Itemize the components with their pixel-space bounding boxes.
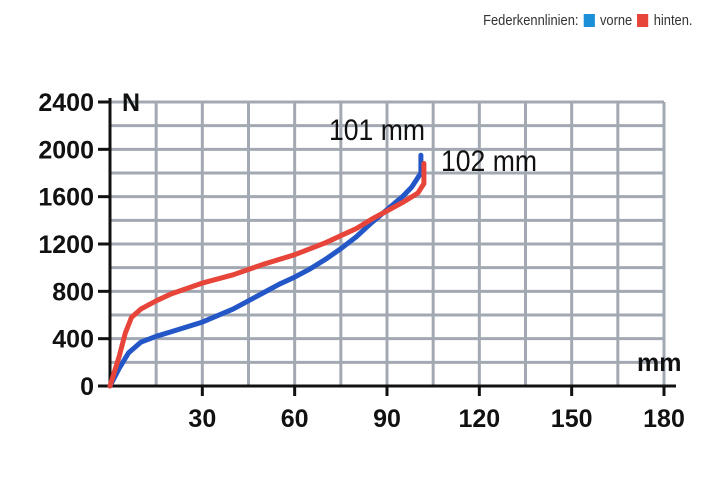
legend-title: Federkennlinien: xyxy=(482,12,578,29)
y-tick-label: 800 xyxy=(52,278,94,306)
y-tick-label: 2000 xyxy=(38,136,94,164)
x-axis-label: mm xyxy=(637,349,681,377)
legend-swatch-vorne xyxy=(583,14,595,27)
x-tick-label: 120 xyxy=(458,405,500,433)
axes xyxy=(98,98,676,396)
legend: Federkennlinien: vorne hinten. xyxy=(483,12,692,29)
legend-label-hinten: hinten. xyxy=(653,12,692,29)
y-tick-label: 1600 xyxy=(38,184,94,212)
legend-label-vorne: vorne xyxy=(599,12,632,29)
y-tick-label: 2400 xyxy=(38,89,94,117)
tick-labels: 0 400 800 1200 1600 2000 2400 30 60 90 120 150 180 xyxy=(38,89,684,433)
series-group xyxy=(107,152,427,389)
y-tick-label: 1200 xyxy=(38,231,94,259)
grid xyxy=(110,100,666,386)
x-tick-label: 90 xyxy=(373,405,401,433)
legend-swatch-hinten xyxy=(636,14,649,27)
x-tick-label: 180 xyxy=(643,405,685,433)
series-line-hinten xyxy=(107,161,427,389)
series-line-vorne xyxy=(107,152,424,389)
x-tick-label: 150 xyxy=(551,405,593,433)
y-tick-label: 0 xyxy=(80,373,94,401)
y-axis-label: N xyxy=(122,89,140,117)
annotation-vorne: 101 mm xyxy=(329,114,425,147)
y-tick-label: 400 xyxy=(52,326,94,354)
x-tick-label: 30 xyxy=(188,405,216,433)
x-tick-label: 60 xyxy=(281,405,309,433)
annotation-hinten: 102 mm xyxy=(441,145,537,178)
